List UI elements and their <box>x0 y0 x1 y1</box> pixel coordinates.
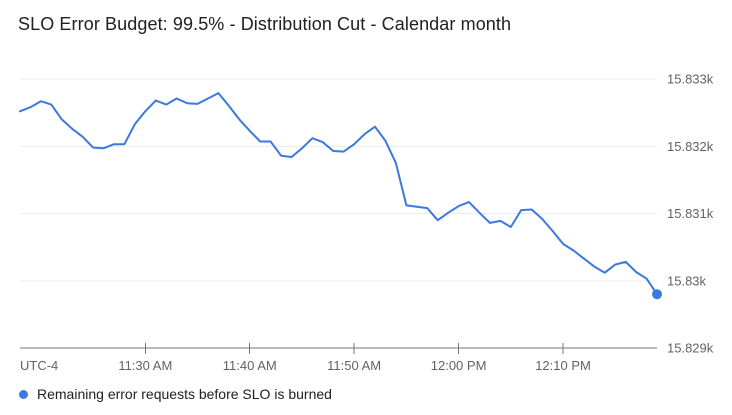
utc-offset-label: UTC-4 <box>20 358 58 373</box>
series-end-point[interactable] <box>652 289 662 300</box>
legend-label: Remaining error requests before SLO is b… <box>37 386 332 402</box>
x-axis-tick-label: 11:40 AM <box>223 358 277 373</box>
y-axis-tick-label: 15.833k <box>667 72 714 87</box>
chart-title: SLO Error Budget: 99.5% - Distribution C… <box>18 14 512 34</box>
y-axis-tick-label: 15.83k <box>667 273 707 288</box>
slo-line-chart: 15.833k 15.832k 15.831k 15.83k 15.829k 11:30 … <box>19 72 714 373</box>
y-axis-tick-label: 15.829k <box>667 341 714 356</box>
x-axis-tick-label: 12:00 PM <box>431 358 487 373</box>
y-axis-tick-label: 15.831k <box>667 206 714 221</box>
y-axis-tick-label: 15.832k <box>667 139 714 154</box>
x-axis-tick-label: 11:50 AM <box>327 358 381 373</box>
x-axis-tick-label: 11:30 AM <box>118 358 172 373</box>
legend-item-remaining-error-requests[interactable]: Remaining error requests before SLO is b… <box>19 386 332 402</box>
series-line-remaining-error-budget[interactable] <box>19 92 658 296</box>
legend-series-dot-icon <box>19 389 28 399</box>
x-axis-tick-label: 12:10 PM <box>535 358 591 373</box>
legend: Remaining error requests before SLO is b… <box>19 386 332 402</box>
